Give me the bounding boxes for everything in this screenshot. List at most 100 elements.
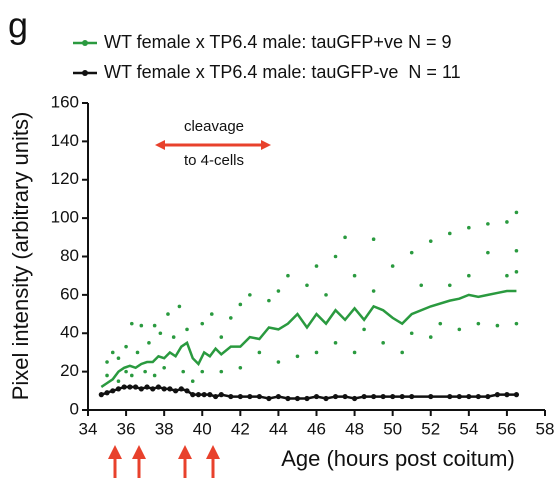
data-point (314, 264, 319, 268)
series-marker (110, 388, 116, 394)
series-marker (332, 393, 339, 400)
data-point (514, 210, 519, 215)
series-marker (447, 393, 453, 400)
data-point (438, 321, 443, 326)
series-marker (485, 393, 491, 400)
data-point (238, 365, 243, 370)
data-point (390, 264, 395, 268)
y-tick-label: 80 (60, 246, 79, 265)
series-marker (390, 393, 396, 400)
data-point (166, 312, 170, 316)
y-tick-label: 40 (60, 323, 79, 342)
data-point (409, 331, 414, 336)
data-point (467, 225, 471, 230)
data-point (276, 289, 281, 293)
data-point (200, 321, 205, 326)
data-point (219, 369, 224, 374)
series-marker (115, 386, 122, 392)
data-point (116, 379, 121, 384)
series-marker (195, 392, 202, 398)
series-marker (256, 393, 262, 400)
series-marker (456, 393, 462, 400)
x-tick-label: 38 (155, 419, 174, 438)
x-tick-label: 44 (269, 419, 288, 438)
series-marker (184, 388, 190, 394)
y-tick-label: 0 (70, 399, 79, 418)
data-point (495, 323, 500, 328)
data-point (147, 341, 151, 345)
data-point (190, 379, 195, 384)
data-point (505, 273, 509, 278)
data-point (105, 373, 109, 378)
event-arrows (108, 445, 220, 478)
series-marker (409, 393, 415, 400)
data-point (185, 327, 189, 332)
series-marker (513, 392, 520, 398)
series-marker (304, 395, 310, 402)
data-point (152, 373, 157, 378)
series-marker (218, 392, 224, 398)
x-tick-label: 42 (231, 419, 250, 438)
y-tick-label: 20 (60, 361, 79, 380)
y-tick-label: 160 (51, 92, 79, 111)
series-marker (144, 384, 150, 390)
data-point (371, 289, 376, 293)
series-marker (167, 386, 173, 392)
series-marker (266, 395, 272, 402)
series-marker (207, 392, 213, 398)
legend-label: WT female x TP6.4 male: tauGFP+ve N = 9 (104, 32, 451, 52)
data-point (200, 369, 205, 374)
data-point (295, 354, 300, 359)
data-point (238, 302, 243, 307)
x-tick-label: 56 (497, 419, 516, 438)
data-point (129, 321, 134, 326)
data-point (428, 335, 433, 339)
data-point (486, 250, 490, 255)
annotation: to 4-cells (184, 152, 244, 169)
series-line (100, 289, 517, 389)
series-marker (201, 392, 207, 398)
data-point (352, 273, 357, 278)
x-tick-label: 52 (421, 419, 440, 438)
series-marker (380, 393, 386, 400)
y-tick-label: 120 (51, 169, 79, 188)
data-point (447, 283, 452, 288)
data-point (129, 373, 134, 378)
data-point (267, 298, 271, 303)
data-point (400, 350, 404, 355)
series-marker (475, 393, 481, 400)
data-point (177, 304, 182, 309)
data-point (158, 331, 163, 336)
data-point (514, 248, 519, 253)
series-marker (428, 393, 434, 400)
data-point (447, 231, 452, 236)
legend-label: WT female x TP6.4 male: tauGFP-ve N = 11 (104, 62, 461, 82)
data-point (209, 312, 214, 316)
data-point (305, 283, 309, 288)
data-point (428, 239, 433, 243)
data-point (124, 344, 128, 349)
data-point (467, 273, 471, 278)
series-marker (294, 395, 301, 402)
data-point (105, 360, 109, 364)
series-marker (178, 386, 184, 392)
y-tick-label: 100 (51, 208, 79, 227)
data-point (110, 350, 115, 355)
x-tick-label: 50 (383, 419, 402, 438)
data-point (276, 360, 281, 364)
data-point (514, 321, 519, 326)
series-marker (161, 386, 167, 392)
data-point (124, 369, 128, 374)
data-point (314, 350, 319, 355)
data-point (333, 254, 338, 259)
y-tick-label: 140 (51, 131, 79, 150)
series-marker (285, 395, 291, 402)
data-point (362, 327, 366, 332)
data-point (324, 293, 328, 297)
series-marker (98, 392, 104, 398)
data-point (514, 270, 519, 274)
series-marker (323, 395, 329, 402)
data-point (219, 335, 224, 339)
series-marker (275, 393, 282, 400)
